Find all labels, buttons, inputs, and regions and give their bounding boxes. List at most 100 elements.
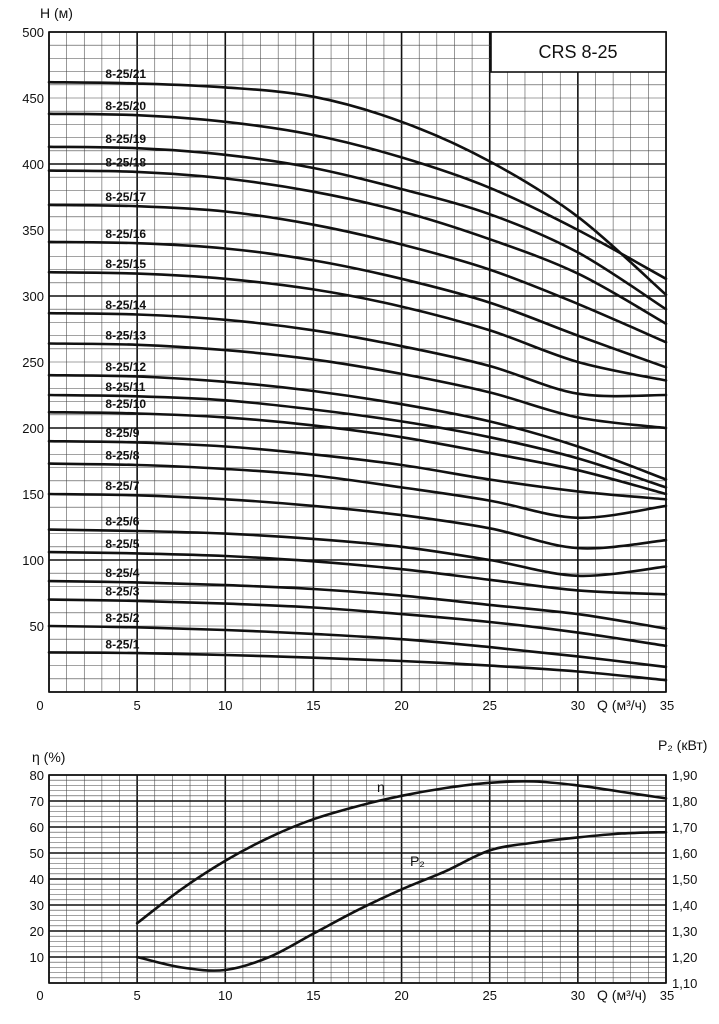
y-tick-label-right: 1,30 [672, 924, 697, 939]
head-curve-label: 8-25/7 [105, 479, 139, 493]
x-tick-label: 35 [660, 698, 674, 713]
y-tick-label-right: 1,80 [672, 794, 697, 809]
head-curve-label: 8-25/6 [105, 515, 139, 529]
y-tick-label: 100 [22, 553, 44, 568]
y-tick-label: 150 [22, 487, 44, 502]
y-axis-title-power: P₂ (кВт) [658, 737, 707, 753]
head-curve-label: 8-25/21 [105, 67, 146, 81]
efficiency-power-chart: 0 5 10 15 20 25 30 35 10 20 30 40 50 60 70 80 1,10 1,20 1,… [30, 737, 708, 1003]
head-curve-line [47, 169, 668, 325]
efficiency-chart-ticks: 0 5 10 15 20 25 30 35 10 20 30 40 50 60 70 80 1,10 1,20 1,… [30, 768, 698, 1003]
plot-frame [48, 31, 667, 693]
power-curve-label: P₂ [410, 853, 425, 869]
power-curve-line [135, 830, 668, 972]
head-curve-label: 8-25/19 [105, 132, 146, 146]
y-tick-label-right: 1,20 [672, 950, 697, 965]
x-tick-label: 35 [660, 988, 674, 1003]
y-tick-label: 200 [22, 421, 44, 436]
x-tick-label: 10 [218, 698, 232, 713]
y-tick-label-left: 20 [30, 924, 44, 939]
head-curve-label: 8-25/5 [105, 537, 139, 551]
head-curve-line [47, 145, 668, 311]
head-curve-line [47, 311, 668, 398]
x-tick-label: 15 [306, 698, 320, 713]
y-axis-title-efficiency: η (%) [32, 749, 65, 765]
head-curve-line [47, 203, 668, 344]
head-curve-labels: 8-25/1 8-25/2 8-25/3 8-25/4 8-25/5 8-25/6 8-25… [105, 67, 146, 651]
head-curve-line [47, 393, 668, 489]
efficiency-chart-grid [48, 774, 667, 984]
x-tick-label: 10 [218, 988, 232, 1003]
head-curve-label: 8-25/20 [105, 99, 146, 113]
head-chart-grid [48, 31, 667, 693]
head-curve-line [47, 112, 668, 281]
x-tick-label: 5 [134, 988, 141, 1003]
y-tick-label-left: 80 [30, 768, 44, 783]
y-tick-label-left: 70 [30, 794, 44, 809]
head-curve-label: 8-25/14 [105, 298, 146, 312]
head-curve-label: 8-25/17 [105, 190, 146, 204]
y-tick-label-right: 1,70 [672, 820, 697, 835]
x-axis-title-head: Q (м³/ч) [597, 697, 647, 713]
y-tick-label: 500 [22, 25, 44, 40]
head-curve-label: 8-25/2 [105, 611, 139, 625]
head-curve-label: 8-25/1 [105, 637, 139, 651]
head-curve-line [47, 550, 668, 596]
head-curve-line [47, 624, 668, 669]
y-tick-label: 400 [22, 157, 44, 172]
x-tick-label: 20 [394, 698, 408, 713]
head-curve-line [47, 439, 668, 501]
x-tick-label: 0 [36, 988, 43, 1003]
y-axis-title-head: H (м) [40, 5, 73, 21]
plot-frame [48, 774, 667, 984]
x-tick-label: 30 [571, 698, 585, 713]
efficiency-power-curves [135, 780, 668, 972]
head-curve-line [47, 410, 668, 496]
chart-title: CRS 8-25 [538, 42, 617, 62]
y-tick-label: 450 [22, 91, 44, 106]
y-tick-label-right: 1,10 [672, 976, 697, 991]
y-tick-label-left: 10 [30, 950, 44, 965]
head-chart-ticks: 0 5 10 15 20 25 30 35 50 100 150 200 250 300 350 400 450… [22, 25, 674, 713]
y-tick-label-left: 60 [30, 820, 44, 835]
x-tick-label: 30 [571, 988, 585, 1003]
head-curve-line [47, 270, 668, 382]
head-curve-line [47, 80, 668, 296]
head-curve-line [47, 492, 668, 550]
head-curves [47, 80, 668, 682]
head-curve-label: 8-25/11 [105, 380, 145, 394]
x-tick-label: 5 [134, 698, 141, 713]
head-curve-line [47, 528, 668, 578]
y-tick-label-right: 1,40 [672, 898, 697, 913]
head-curve-label: 8-25/16 [105, 227, 146, 241]
head-curves-chart: 8-25/1 8-25/2 8-25/3 8-25/4 8-25/5 8-25/6 8-25… [22, 5, 674, 713]
x-tick-label: 0 [36, 698, 43, 713]
head-curve-label: 8-25/3 [105, 585, 139, 599]
head-curve-line [47, 373, 668, 481]
y-tick-label-left: 30 [30, 898, 44, 913]
y-tick-label-left: 40 [30, 872, 44, 887]
head-curve-label: 8-25/4 [105, 566, 139, 580]
head-curve-label: 8-25/15 [105, 257, 146, 271]
head-curve-label: 8-25/10 [105, 397, 146, 411]
y-tick-label: 350 [22, 223, 44, 238]
head-curve-label: 8-25/13 [105, 329, 146, 343]
y-tick-label-right: 1,60 [672, 846, 697, 861]
head-curve-line [47, 598, 668, 648]
head-curve-line [47, 579, 668, 630]
efficiency-curve-line [135, 780, 668, 925]
head-curve-label: 8-25/12 [105, 360, 146, 374]
head-curve-line [47, 651, 668, 682]
y-tick-label-right: 1,50 [672, 872, 697, 887]
head-curve-line [47, 342, 668, 430]
efficiency-curve-label: η [377, 779, 385, 795]
head-curve-line [47, 462, 668, 520]
y-tick-label: 250 [22, 355, 44, 370]
y-tick-label: 50 [30, 619, 44, 634]
chart-title-box [490, 31, 667, 73]
head-curve-label: 8-25/18 [105, 156, 146, 170]
y-tick-label-left: 50 [30, 846, 44, 861]
x-tick-label: 20 [394, 988, 408, 1003]
